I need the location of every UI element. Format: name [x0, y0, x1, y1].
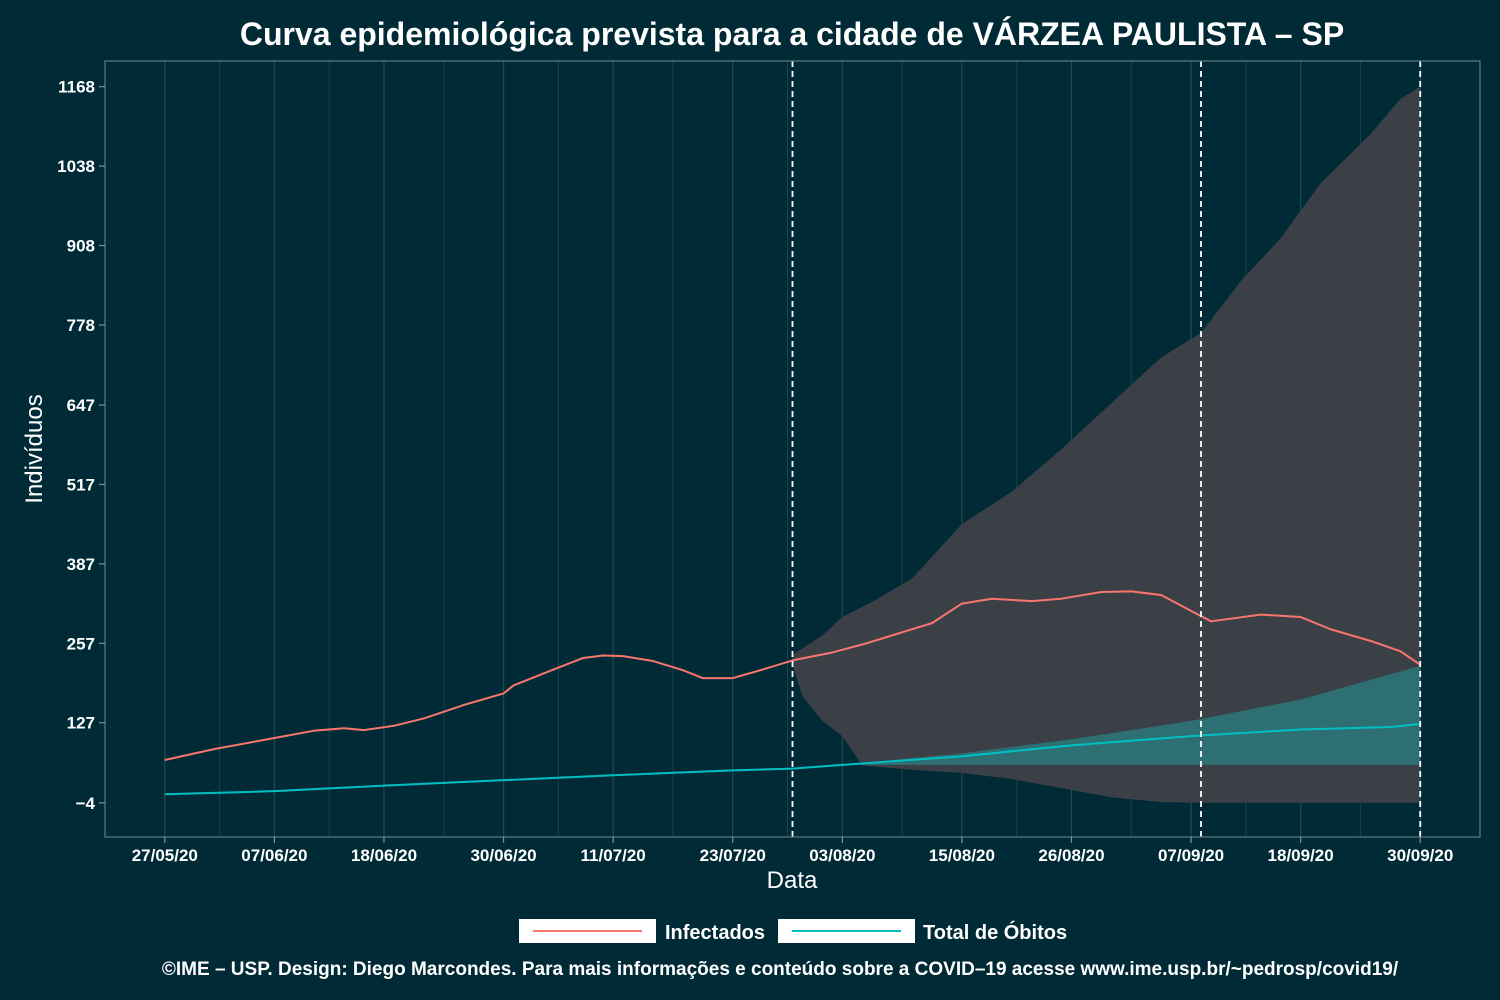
- x-tick-label: 03/08/20: [809, 846, 875, 865]
- y-tick-label: 127: [67, 714, 95, 733]
- x-tick-label: 27/05/20: [132, 846, 198, 865]
- legend-label-obitos: Total de Óbitos: [923, 920, 1067, 944]
- x-tick-label: 18/09/20: [1268, 846, 1334, 865]
- y-tick-label: 387: [67, 555, 95, 574]
- legend: Infectados Total de Óbitos: [519, 919, 1067, 944]
- x-tick-label: 18/06/20: [351, 846, 417, 865]
- y-tick-label: 647: [67, 396, 95, 415]
- y-tick-label: 1168: [58, 78, 95, 97]
- x-tick-label: 26/08/20: [1038, 846, 1104, 865]
- x-tick-label: 15/08/20: [929, 846, 995, 865]
- series-line-obitos: [164, 722, 1421, 796]
- confidence-band-obitos: [842, 665, 1421, 765]
- y-tick-label: 257: [67, 634, 95, 653]
- x-tick-label: 07/09/20: [1158, 846, 1224, 865]
- x-tick-label: 11/07/20: [581, 846, 646, 865]
- caption: ©IME – USP. Design: Diego Marcondes. Par…: [162, 959, 1399, 980]
- y-tick-label: 908: [67, 237, 95, 256]
- legend-label-infectados: Infectados: [665, 922, 765, 944]
- x-tick-label: 07/06/20: [241, 846, 307, 865]
- y-axis-label: Indivíduos: [21, 394, 48, 503]
- x-tick-label: 23/07/20: [700, 846, 766, 865]
- y-tick-label: 517: [67, 475, 95, 494]
- x-tick-label: 30/09/20: [1387, 846, 1453, 865]
- x-tick-label: 30/06/20: [470, 846, 536, 865]
- confidence-band-infectados: [792, 86, 1421, 803]
- y-tick-label: −4: [76, 794, 96, 813]
- chart-title: Curva epidemiológica prevista para a cid…: [240, 16, 1344, 52]
- x-axis-label: Data: [767, 867, 818, 894]
- y-tick-label: 1038: [57, 157, 95, 176]
- plot-border: [104, 60, 1481, 838]
- y-tick-label: 778: [67, 316, 95, 335]
